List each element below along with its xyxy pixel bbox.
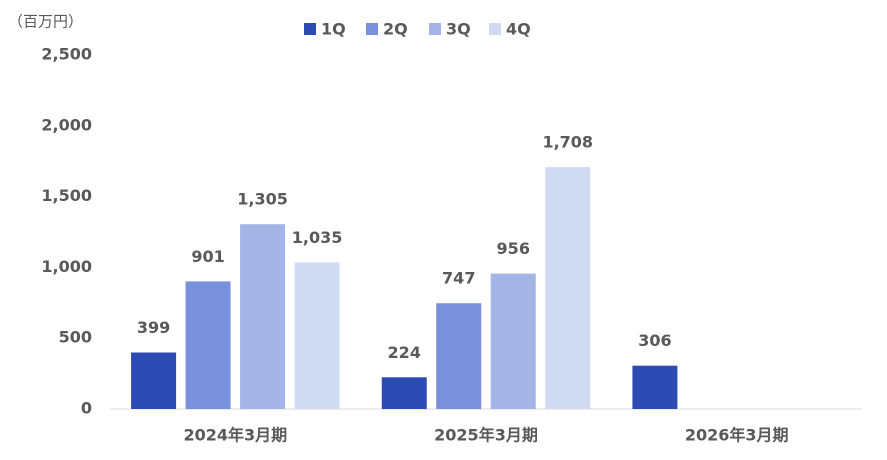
bar — [632, 365, 678, 409]
y-tick-label: 2,000 — [41, 115, 92, 134]
legend-swatch — [429, 23, 441, 35]
value-label: 1,305 — [237, 190, 288, 209]
value-label: 306 — [638, 331, 671, 350]
bar — [545, 167, 591, 409]
y-tick-label: 500 — [59, 328, 92, 347]
y-tick-label: 0 — [81, 399, 92, 418]
legend-label: 3Q — [446, 20, 471, 39]
value-label: 956 — [497, 239, 530, 258]
legend-swatch — [304, 23, 316, 35]
bar — [381, 377, 427, 409]
x-tick-label: 2026年3月期 — [685, 426, 789, 445]
bar — [294, 262, 340, 409]
bar — [436, 303, 482, 409]
y-axis-unit: （百万円） — [8, 13, 83, 31]
legend-label: 2Q — [383, 20, 408, 39]
y-tick-label: 1,000 — [41, 257, 92, 276]
legend-label: 4Q — [506, 20, 531, 39]
value-label: 747 — [442, 269, 475, 288]
x-tick-label: 2024年3月期 — [183, 426, 287, 445]
bar — [240, 224, 286, 409]
value-label: 224 — [388, 343, 421, 362]
legend-swatch — [366, 23, 378, 35]
y-tick-label: 1,500 — [41, 186, 92, 205]
bar — [185, 281, 231, 409]
value-label: 1,035 — [292, 228, 343, 247]
y-tick-label: 2,500 — [41, 45, 92, 64]
legend-swatch — [489, 23, 501, 35]
bar — [490, 273, 536, 409]
x-tick-label: 2025年3月期 — [434, 426, 538, 445]
value-label: 399 — [137, 318, 170, 337]
value-label: 901 — [191, 247, 224, 266]
legend-label: 1Q — [321, 20, 346, 39]
bar — [131, 352, 177, 409]
value-label: 1,708 — [542, 133, 593, 152]
